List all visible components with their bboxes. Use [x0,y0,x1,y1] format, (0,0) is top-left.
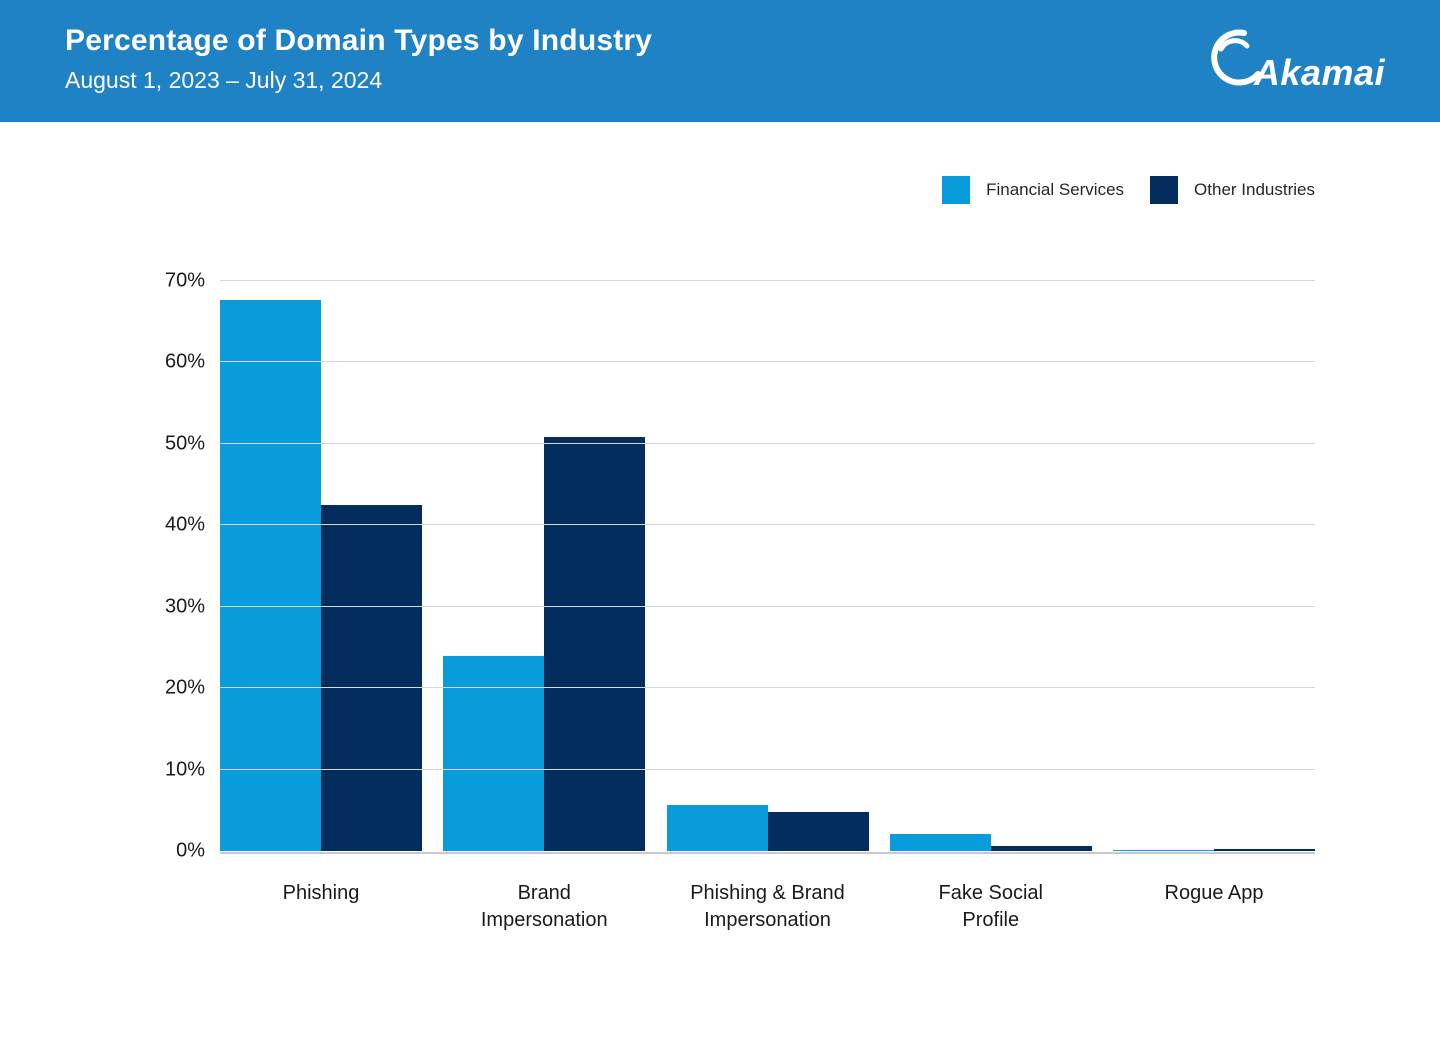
legend: Financial Services Other Industries [942,176,1315,204]
legend-label: Other Industries [1194,180,1315,199]
y-axis-labels: 0% 10% 20% 30% 40% 50% 60% 70% [0,270,205,862]
bar-other-industries-rogue-app [1214,849,1315,851]
gridline-30 [220,605,1315,607]
x-axis-label-rogue-app: Rogue App [1164,882,1264,904]
bar-group-phishing-brand [666,281,869,851]
legend-item-other-industries: Other Industries [1150,176,1315,204]
akamai-wordmark: Akamai [1253,52,1385,93]
gridline-40 [220,524,1315,526]
bar-group-brand [443,281,646,851]
x-axis-label-phishing: Phishing [282,882,360,904]
y-tick-label-20: 20% [164,676,205,699]
y-tick-label-30: 30% [164,595,205,618]
legend-swatch-other-industries [1150,176,1179,204]
y-tick-label-10: 10% [164,758,205,781]
x-axis-label-phishing-brand: Phishing & Brand Impersonation [690,882,845,931]
page-title: Percentage of Domain Types by Industry [65,24,653,57]
x-axis-label-brand: Brand Impersonation [480,882,608,931]
y-tick-label-70: 70% [164,269,205,292]
bar-other-industries-phishing [321,504,422,851]
gridline-20 [220,687,1315,689]
legend-label: Financial Services [986,180,1125,199]
legend-swatch-financial-services [942,176,971,204]
bar-other-industries-brand [544,437,646,851]
bar-other-industries-fake-social [990,846,1092,851]
gridline-60 [220,361,1315,363]
bar-group-phishing [220,281,422,851]
bar-financial-services-brand [443,655,545,851]
bar-financial-services-phishing-brand [666,805,768,851]
bar-financial-services-rogue-app [1113,850,1214,851]
akamai-logo: Akamai [1202,28,1385,93]
bar-group-fake-social [889,281,1092,851]
header-banner: Percentage of Domain Types by Industry A… [0,0,1440,122]
y-tick-label-50: 50% [164,432,205,455]
bar-financial-services-fake-social [889,833,991,851]
y-tick-label-40: 40% [164,513,205,536]
gridline-10 [220,768,1315,770]
legend-item-financial-services: Financial Services [942,176,1124,204]
akamai-swoosh-icon [1202,28,1268,91]
x-axis-label-fake-social: Fake Social Profile [938,882,1044,931]
gridline-50 [220,442,1315,444]
x-axis-labels: Phishing Brand Impersonation Phishing & Bra… [220,880,1315,934]
plot-area [220,280,1315,854]
x-axis-line [220,852,1315,854]
gridline-70 [220,280,1315,281]
date-range-subtitle: August 1, 2023 – July 31, 2024 [65,67,383,93]
bar-financial-services-phishing [220,299,321,851]
bar-groups [220,281,1315,851]
bar-group-rogue-app [1113,281,1315,851]
y-tick-label-60: 60% [164,350,205,373]
header-text: Percentage of Domain Types by Industry A… [65,24,652,94]
bar-other-industries-phishing-brand [767,811,869,851]
y-tick-label-0: 0% [176,839,205,862]
